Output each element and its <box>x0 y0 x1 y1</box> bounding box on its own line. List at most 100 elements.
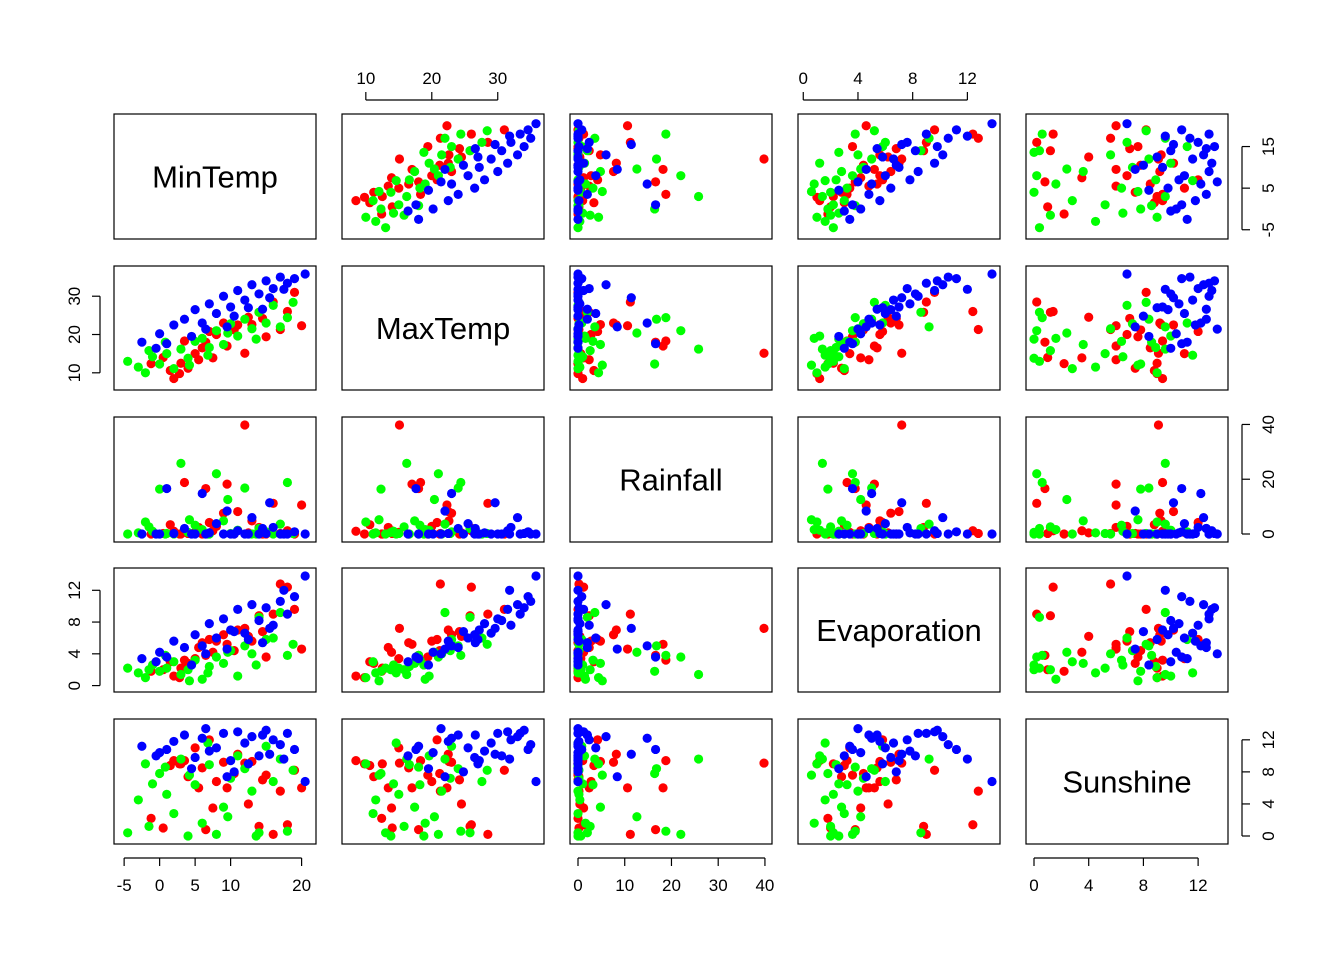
point-green-22-r2-c4 <box>1037 477 1047 488</box>
point-green-4-r4-c3 <box>823 768 833 779</box>
point-green-27-r3-c0 <box>203 668 213 678</box>
panel-frame-3-1 <box>341 567 545 693</box>
point-blue-25-r2-c1 <box>436 529 446 539</box>
panel-frame-3-0 <box>113 567 317 693</box>
point-green-28-r1-c4 <box>1062 328 1072 338</box>
point-green-16-r0-c4 <box>1144 154 1154 164</box>
point-blue-18-r2-c3 <box>951 527 962 537</box>
point-green-13-r1-c2 <box>595 339 606 350</box>
point-green-17-r0-c1 <box>437 150 447 160</box>
point-blue-23-r2-c3 <box>897 498 907 508</box>
point-blue-3-r2-c3 <box>864 523 874 534</box>
point-green-3-r4-c3 <box>834 779 844 789</box>
point-green-13-r4-c0 <box>218 802 229 812</box>
point-green-21-r4-c3 <box>924 754 934 764</box>
point-green-21-r1-c2 <box>590 322 600 332</box>
point-blue-25-r3-c1 <box>436 649 446 659</box>
point-blue-7-r2-c4 <box>1179 518 1190 529</box>
point-blue-13-r2-c3 <box>910 529 921 539</box>
point-red-24-r4-c1 <box>407 783 417 793</box>
point-green-9-r4-c2 <box>588 780 598 790</box>
point-green-6-r2-c4 <box>1067 529 1077 539</box>
point-red-14-r4-c1 <box>456 799 467 809</box>
point-blue-18-r0-c3 <box>951 125 962 135</box>
point-red-26-r3-c0 <box>176 663 186 673</box>
tick-label-evaporation-2: 8 <box>908 69 917 88</box>
point-blue-25-r1-c0 <box>201 324 211 334</box>
point-green-8-r4-c1 <box>386 831 396 841</box>
point-blue-7-r1-c2 <box>591 308 601 319</box>
point-blue-21-r1-c4 <box>1130 322 1140 332</box>
point-blue-23-r1-c4 <box>1168 293 1179 303</box>
point-green-9-r2-c0 <box>190 520 200 530</box>
point-green-6-r3-c0 <box>169 657 179 667</box>
point-blue-21-r1-c0 <box>222 322 232 332</box>
point-blue-23-r0-c1 <box>490 139 500 150</box>
point-red-29-r0-c1 <box>454 144 465 154</box>
point-green-24-r2-c3 <box>826 522 836 532</box>
point-blue-25-r4-c2 <box>573 724 583 734</box>
point-blue-13-r4-c3 <box>910 751 921 761</box>
point-blue-16-r0-c1 <box>526 133 536 143</box>
point-blue-23-r3-c4 <box>1168 623 1179 634</box>
point-green-21-r3-c1 <box>440 607 450 618</box>
point-blue-16-r1-c3 <box>943 272 953 282</box>
point-red-1-r4-c0 <box>158 823 168 833</box>
point-green-27-r1-c4 <box>1188 350 1198 360</box>
point-green-18-r1-c3 <box>916 307 926 317</box>
point-blue-2-r3-c0 <box>169 636 179 646</box>
point-blue-19-r1-c2 <box>573 269 583 279</box>
point-blue-28-r2-c4 <box>1160 529 1170 539</box>
point-blue-18-r4-c0 <box>289 744 300 755</box>
point-blue-24-r0-c1 <box>403 206 413 216</box>
point-blue-0-r0-c4 <box>1182 214 1192 224</box>
point-blue-1-r0-c1 <box>428 204 438 214</box>
point-blue-10-r1-c3 <box>929 285 940 296</box>
point-red-2-r3-c1 <box>351 671 361 681</box>
point-blue-29-r4-c0 <box>162 744 172 755</box>
point-green-18-r4-c3 <box>916 828 926 838</box>
tick-label-rainfall-1: 10 <box>615 876 634 895</box>
point-blue-20-r0-c3 <box>834 185 844 195</box>
point-green-2-r0-c3 <box>812 212 822 222</box>
point-green-29-r4-c0 <box>251 831 261 841</box>
point-green-22-r1-c2 <box>661 313 671 323</box>
point-red-25-r4-c2 <box>611 749 621 759</box>
point-blue-23-r4-c1 <box>490 749 500 759</box>
point-blue-19-r0-c3 <box>987 119 997 129</box>
point-red-20-r0-c1 <box>466 129 476 139</box>
point-green-13-r3-c4 <box>1078 658 1088 668</box>
point-blue-16-r2-c4 <box>1185 529 1195 539</box>
point-green-20-r4-c1 <box>477 776 487 787</box>
point-blue-26-r1-c3 <box>891 311 901 321</box>
point-green-26-r3-c1 <box>374 676 384 686</box>
point-blue-16-r1-c4 <box>1185 272 1195 282</box>
point-green-13-r2-c4 <box>1078 516 1088 526</box>
point-blue-25-r1-c2 <box>573 324 583 334</box>
point-red-7-r3-c0 <box>179 655 190 665</box>
point-blue-27-r4-c2 <box>582 730 592 740</box>
panel-frame-3-3 <box>797 567 1001 693</box>
point-red-11-r4-c2 <box>608 757 619 767</box>
point-blue-13-r1-c0 <box>254 289 264 299</box>
point-green-9-r3-c4 <box>1116 655 1127 665</box>
point-green-5-r4-c0 <box>162 789 172 799</box>
point-green-11-r0-c4 <box>1151 175 1161 185</box>
point-red-21-r3-c0 <box>289 604 300 614</box>
point-blue-29-r0-c2 <box>650 200 661 210</box>
point-blue-4-r0-c3 <box>886 183 896 193</box>
point-green-13-r0-c3 <box>836 166 847 177</box>
point-green-12-r1-c0 <box>211 326 222 336</box>
point-blue-12-r0-c2 <box>601 150 611 160</box>
point-green-4-r2-c3 <box>823 484 833 494</box>
point-red-14-r3-c4 <box>1084 631 1094 641</box>
point-blue-15-r3-c2 <box>584 620 594 630</box>
point-blue-5-r4-c0 <box>197 733 207 743</box>
point-green-26-r1-c2 <box>597 360 607 370</box>
point-green-5-r0-c4 <box>1100 200 1110 210</box>
point-blue-7-r4-c0 <box>211 743 222 753</box>
point-blue-20-r0-c1 <box>423 185 434 195</box>
point-blue-28-r4-c0 <box>279 754 289 764</box>
point-red-9-r3-c4 <box>1077 647 1087 657</box>
point-red-24-r4-c0 <box>222 783 232 793</box>
